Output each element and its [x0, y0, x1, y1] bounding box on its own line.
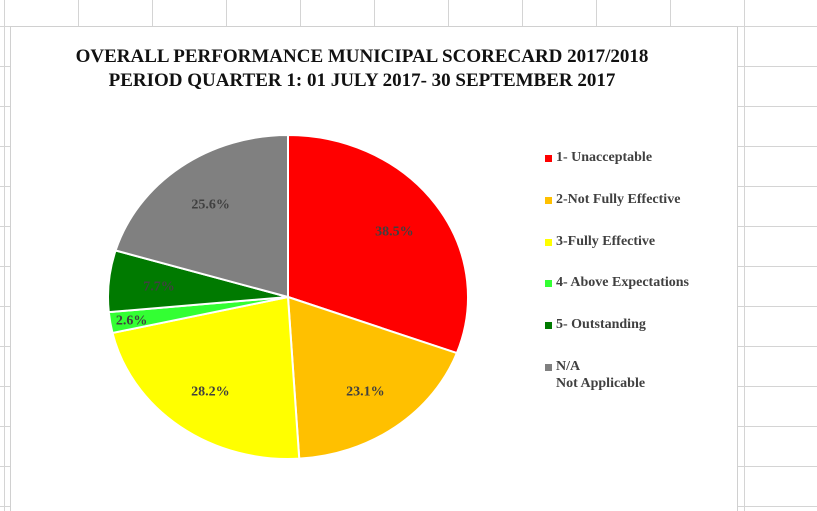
legend-swatch [545, 196, 552, 204]
pie-slice [286, 295, 459, 460]
legend-swatch [545, 364, 552, 371]
data-label: 38.5% [375, 224, 414, 239]
legend-label: 2-Not Fully Effective [556, 191, 681, 207]
legend-swatch [545, 322, 552, 330]
data-label: 23.1% [346, 385, 385, 400]
data-label: 25.6% [191, 197, 230, 212]
legend-label: 5- Outstanding [556, 317, 646, 333]
legend-label: 4- Above Expectations [556, 275, 689, 291]
pie-slice [287, 133, 469, 355]
pie-slice [114, 133, 289, 299]
legend-label: 3-Fully Effective [556, 233, 656, 249]
data-label: 7.7% [143, 280, 175, 295]
legend-label: N/A Not Applicable [556, 359, 646, 391]
legend-label: 1- Unacceptable [556, 150, 653, 165]
pie-slice [111, 295, 301, 460]
chart-title: OVERALL PERFORMANCE MUNICIPAL SCORECARD … [76, 46, 649, 67]
data-label: 2.6% [116, 314, 148, 329]
legend-swatch [545, 280, 552, 288]
chart-subtitle: PERIOD QUARTER 1: 01 JULY 2017- 30 SEPTE… [109, 70, 616, 91]
legend-swatch [545, 155, 552, 162]
data-label: 28.2% [191, 384, 230, 399]
legend-swatch [545, 238, 552, 246]
